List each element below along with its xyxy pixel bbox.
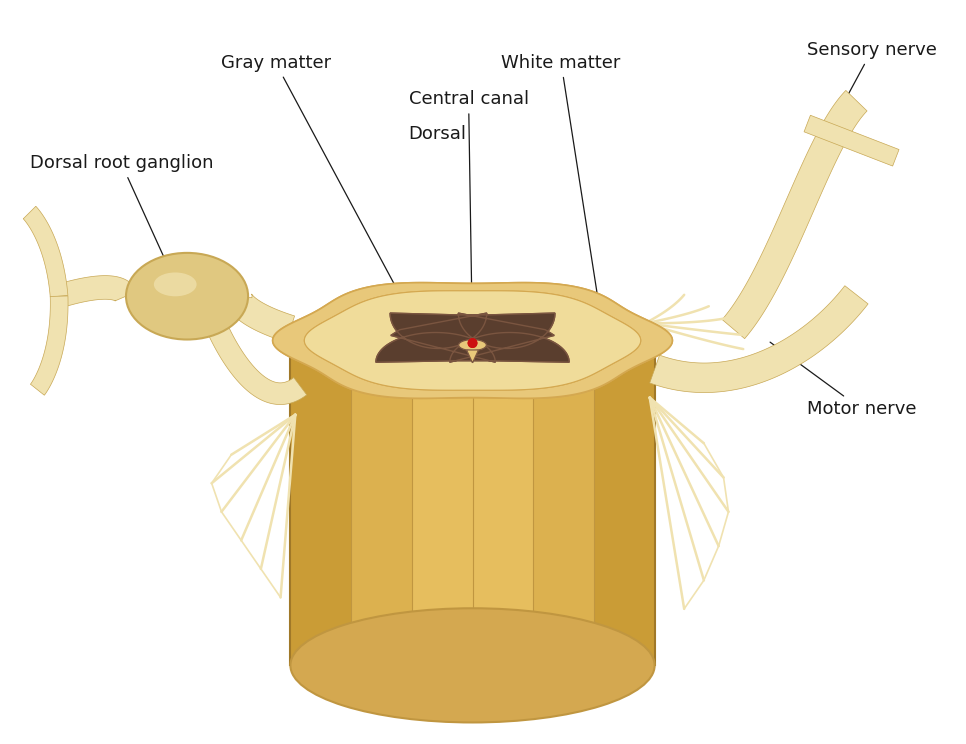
Polygon shape xyxy=(272,283,672,398)
Polygon shape xyxy=(467,350,478,363)
Polygon shape xyxy=(304,291,640,390)
Text: Dorsal: Dorsal xyxy=(409,125,467,143)
Text: White matter: White matter xyxy=(501,54,621,310)
Text: Central canal: Central canal xyxy=(409,90,528,342)
Polygon shape xyxy=(650,286,868,393)
Polygon shape xyxy=(304,291,640,390)
Polygon shape xyxy=(472,341,533,665)
Text: Dorsal root ganglion: Dorsal root ganglion xyxy=(30,154,213,283)
Polygon shape xyxy=(412,341,472,665)
Text: Sensory nerve: Sensory nerve xyxy=(808,41,937,132)
Polygon shape xyxy=(23,206,68,297)
Polygon shape xyxy=(31,296,68,395)
Polygon shape xyxy=(804,115,899,166)
Text: Ventral: Ventral xyxy=(440,696,504,713)
Polygon shape xyxy=(533,341,594,665)
Polygon shape xyxy=(207,322,307,405)
Circle shape xyxy=(468,339,477,348)
Circle shape xyxy=(468,339,477,348)
Polygon shape xyxy=(291,341,351,665)
Polygon shape xyxy=(459,340,486,350)
Polygon shape xyxy=(376,313,569,362)
Text: Motor nerve: Motor nerve xyxy=(770,342,917,418)
Polygon shape xyxy=(351,341,412,665)
Text: Gray matter: Gray matter xyxy=(220,54,417,327)
Polygon shape xyxy=(467,350,478,363)
Polygon shape xyxy=(272,283,672,398)
Ellipse shape xyxy=(126,253,248,339)
Polygon shape xyxy=(723,91,867,339)
Polygon shape xyxy=(224,294,295,342)
Ellipse shape xyxy=(154,272,197,296)
Polygon shape xyxy=(459,340,486,350)
Polygon shape xyxy=(594,341,655,665)
Ellipse shape xyxy=(291,609,655,722)
Polygon shape xyxy=(376,313,569,362)
Polygon shape xyxy=(55,275,137,307)
